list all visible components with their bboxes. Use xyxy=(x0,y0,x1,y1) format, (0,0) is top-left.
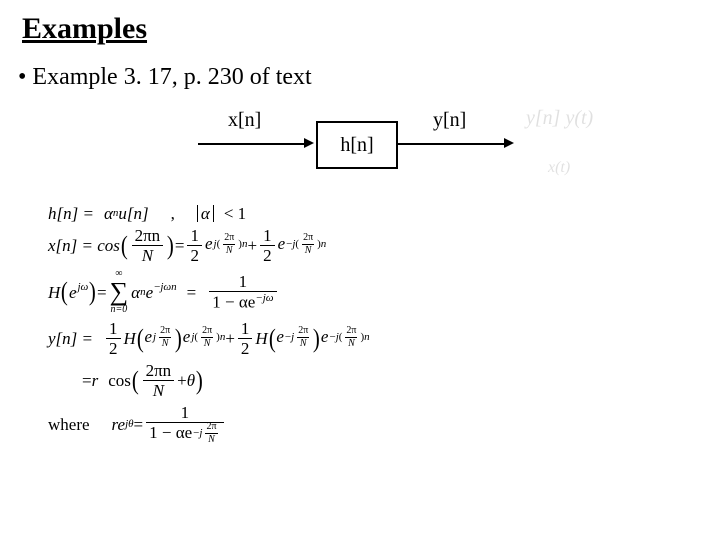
h-label: h[n] xyxy=(340,134,373,157)
eq-y2: = r cos ( 2πnN + θ ) xyxy=(82,362,702,399)
page-title: Examples xyxy=(22,12,702,46)
x-label: x[n] xyxy=(228,109,261,132)
eq-x: x[n] = cos ( 2πnN ) = 12 ej(2πN)n + 12 e… xyxy=(48,227,702,264)
bullet-text: Example 3. 17, p. 230 of text xyxy=(32,64,311,90)
eq-h: h[n] = αn u[n] , α < 1 xyxy=(48,205,702,222)
eq-H: H ( ejω ) = ∞∑n=0 αn e−jωn = 1 1 − αe−jω xyxy=(48,269,702,315)
system-box: h[n] xyxy=(316,121,398,169)
eq-where: where rejθ = 1 1 − αe−j2πN xyxy=(48,404,702,445)
block-diagram: x[n] h[n] y[n] y[n] y(t) x(t) xyxy=(188,103,702,193)
arrow-out-line xyxy=(396,143,506,145)
arrow-in-head xyxy=(304,138,314,148)
arrow-in-line xyxy=(198,143,306,145)
y-label: y[n] xyxy=(433,109,466,132)
equations-block: h[n] = αn u[n] , α < 1 x[n] = cos ( 2πnN… xyxy=(48,205,702,445)
bullet-dot: • xyxy=(18,64,26,90)
ghost-text-1: y[n] y(t) xyxy=(526,107,593,130)
arrow-out-head xyxy=(504,138,514,148)
eq-y1: y[n] = 12 H ( ej2πN ) ej(2πN)n + 12 H ( … xyxy=(48,320,702,357)
ghost-text-2: x(t) xyxy=(548,159,570,177)
bullet-line: •Example 3. 17, p. 230 of text xyxy=(18,64,702,91)
